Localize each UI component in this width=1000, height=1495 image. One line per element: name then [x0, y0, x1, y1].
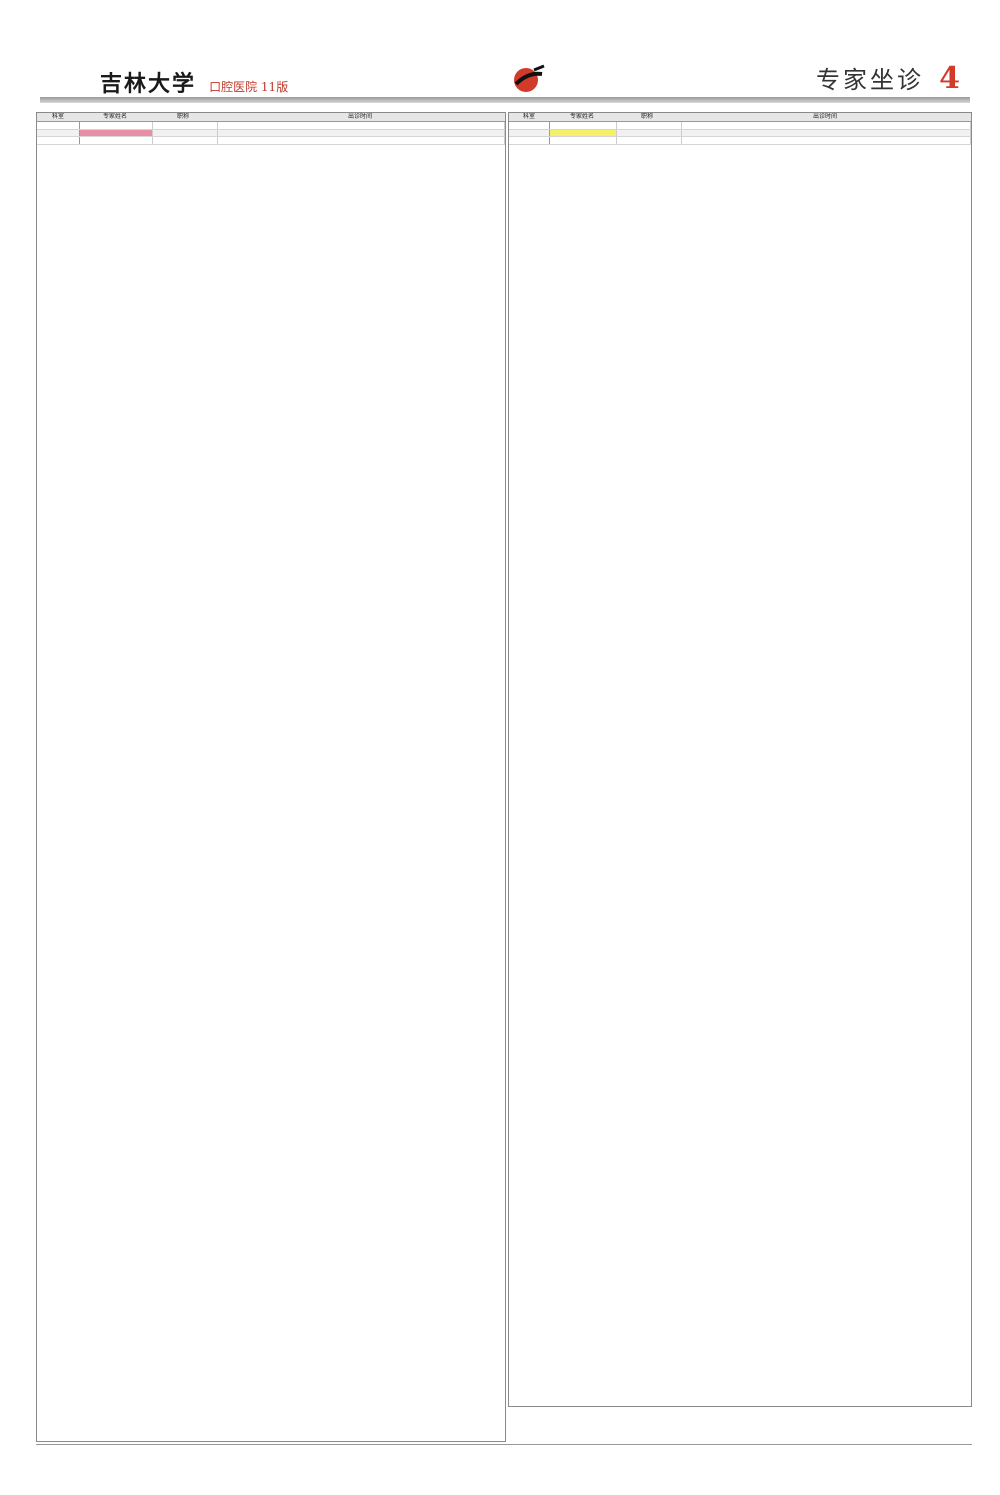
- paper-name: 吉林大学: [100, 71, 197, 97]
- cell-dept: [37, 129, 80, 137]
- cell-dept: [509, 122, 550, 129]
- cell-title: [617, 122, 682, 129]
- header-dept: 科室: [51, 113, 64, 120]
- left-schedule-table: 科室 专家姓名 职称 出诊时间: [36, 112, 506, 1442]
- header-dept: 科室: [522, 113, 535, 120]
- edition-info: 口腔医院 11版: [209, 80, 289, 94]
- cell-time: [682, 122, 971, 129]
- cell-doctor: [80, 137, 153, 144]
- cell-time: [218, 137, 505, 144]
- header-title: 职称: [176, 113, 189, 120]
- left-table-header: 科室 专家姓名 职称 出诊时间: [37, 113, 505, 122]
- header-doctor: 专家姓名: [102, 113, 127, 120]
- left-table-rows: [37, 122, 505, 145]
- cell-dept: [509, 129, 550, 137]
- cell-title: [153, 122, 218, 129]
- cell-title: [153, 129, 218, 137]
- cell-dept: [509, 137, 550, 144]
- masthead: 吉林大学 口腔医院 11版 专家坐诊 4: [40, 58, 970, 102]
- masthead-right: 专家坐诊 4: [816, 60, 960, 96]
- section-title: 专家坐诊: [816, 66, 925, 94]
- table-row: [509, 137, 971, 145]
- masthead-rule: [40, 97, 970, 103]
- table-row: [37, 129, 505, 138]
- page-number: 4: [939, 61, 960, 96]
- cell-title: [617, 137, 682, 144]
- cell-time: [682, 129, 971, 137]
- header-time: 出诊时间: [347, 113, 372, 120]
- right-table-rows: [509, 122, 971, 145]
- cell-dept: [37, 122, 80, 129]
- table-row: [509, 129, 971, 138]
- header-time: 出诊时间: [812, 113, 837, 120]
- cell-doctor: [550, 129, 617, 137]
- table-row: [509, 122, 971, 130]
- cell-time: [218, 129, 505, 137]
- cell-time: [218, 122, 505, 129]
- cell-doctor: [550, 122, 617, 129]
- cell-dept: [37, 137, 80, 144]
- cell-doctor: [80, 129, 153, 137]
- header-doctor: 专家姓名: [569, 113, 594, 120]
- header-title: 职称: [640, 113, 653, 120]
- table-row: [37, 122, 505, 130]
- cell-title: [617, 129, 682, 137]
- cell-doctor: [550, 137, 617, 144]
- right-schedule-table: 科室 专家姓名 职称 出诊时间: [508, 112, 972, 1407]
- bottom-rule: [36, 1444, 972, 1445]
- table-row: [37, 137, 505, 145]
- cell-time: [682, 137, 971, 144]
- cell-title: [153, 137, 218, 144]
- masthead-left: 吉林大学 口腔医院 11版: [100, 66, 288, 98]
- right-table-header: 科室 专家姓名 职称 出诊时间: [509, 113, 971, 122]
- cell-doctor: [80, 122, 153, 129]
- footer-notes: [508, 1400, 972, 1442]
- emblem-icon: [514, 64, 545, 92]
